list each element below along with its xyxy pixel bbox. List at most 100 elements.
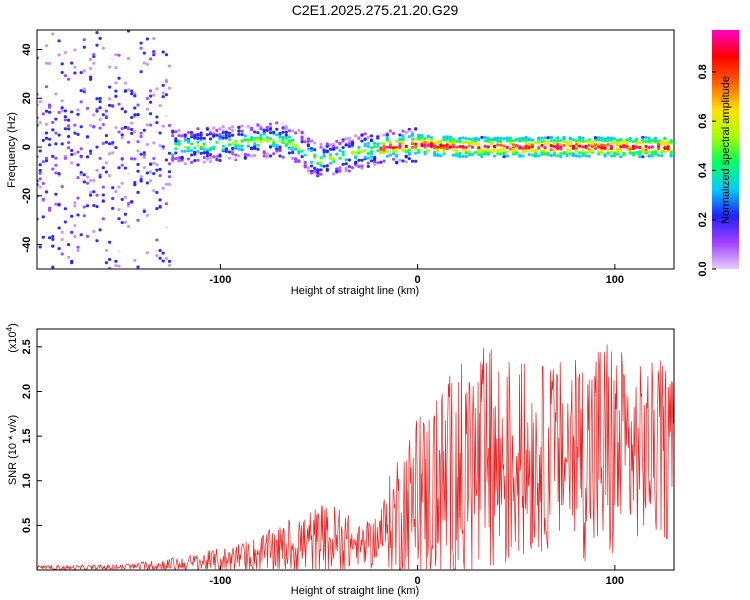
spectrogram-cell xyxy=(79,173,83,176)
x-tick-label: 100 xyxy=(606,575,624,587)
spectrogram-cell xyxy=(268,145,273,149)
spectrogram-cell xyxy=(208,146,213,150)
spectrogram-cell xyxy=(60,109,64,113)
spectrogram-cell xyxy=(398,138,402,142)
spectrogram-cell xyxy=(54,192,58,196)
spectrogram-cell xyxy=(101,123,105,127)
spectrogram-cell xyxy=(401,134,405,138)
spectrogram-cell xyxy=(205,154,209,158)
spectrogram-cell xyxy=(461,141,465,145)
spectrogram-cell xyxy=(631,144,635,148)
spectrogram-cell xyxy=(104,161,108,165)
spectrogram-cell xyxy=(316,162,320,165)
x-tick-label: 0 xyxy=(415,575,421,587)
spectrogram-cell xyxy=(268,131,273,135)
spectrogram-cell xyxy=(104,140,108,144)
spectrogram-cell xyxy=(272,141,276,145)
spectrogram-cell xyxy=(347,169,351,173)
spectrogram-cell xyxy=(164,53,168,57)
spectrogram-cell xyxy=(199,147,203,151)
spectrogram-cell xyxy=(123,89,127,93)
spectrogram-cell xyxy=(281,130,285,134)
spectrogram-cell xyxy=(190,149,194,153)
spectrogram-cell xyxy=(38,163,42,167)
spectrogram-cell xyxy=(638,146,642,149)
spectrogram-cell xyxy=(284,136,288,140)
spectrogram-cell xyxy=(600,146,604,150)
spectrogram-cell xyxy=(350,150,355,154)
spectrogram-cell xyxy=(246,153,250,157)
spectrogram-cell xyxy=(316,171,320,175)
spectrogram-cell xyxy=(186,157,191,161)
spectrogram-cell xyxy=(237,125,241,129)
spectrogram-cell xyxy=(145,107,149,111)
spectrogram-cell xyxy=(265,155,269,159)
spectrogram-cell xyxy=(73,224,77,228)
spectrogram-cell xyxy=(631,140,635,144)
spectrogram-cell xyxy=(67,146,71,150)
spectrogram-cell xyxy=(155,168,159,172)
spectrogram-cell xyxy=(199,133,203,137)
spectrogram-cell xyxy=(511,147,516,151)
spectrogram-cell xyxy=(142,156,146,159)
spectrogram-cell xyxy=(325,168,329,172)
spectrogram-cell xyxy=(48,103,52,107)
spectrogram-cell xyxy=(530,149,534,153)
spectrogram-cell xyxy=(101,166,105,170)
spectrogram-cell xyxy=(492,154,497,158)
spectrogram-cell xyxy=(117,76,121,80)
spectrogram-cell xyxy=(641,135,645,139)
spectrogram-cells xyxy=(37,30,673,269)
spectrogram-cell xyxy=(537,146,541,150)
spectrogram-cell xyxy=(108,97,112,101)
spectrogram-x-axis-label: Height of straight line (km) xyxy=(291,285,419,297)
spectrogram-cell xyxy=(158,256,162,260)
spectrogram-cell xyxy=(63,109,67,113)
spectrogram-cell xyxy=(650,145,654,149)
spectrogram-cell xyxy=(562,151,566,154)
spectrogram-cell xyxy=(41,235,45,239)
spectrogram-cell xyxy=(660,139,664,143)
spectrogram-cell xyxy=(82,173,86,177)
spectrogram-cell xyxy=(89,67,93,70)
spectrogram-cell xyxy=(98,126,102,130)
spectrogram-cell xyxy=(291,157,295,160)
spectrogram-cell xyxy=(647,146,651,149)
spectrogram-cell xyxy=(89,75,93,79)
spectrogram-cell xyxy=(363,137,367,141)
y-tick-label: 1.5 xyxy=(21,428,33,443)
spectrogram-cell xyxy=(584,145,588,148)
spectrogram-cell xyxy=(231,146,235,150)
spectrogram-cell xyxy=(549,154,553,157)
spectrogram-cell xyxy=(291,148,295,152)
spectrogram-cell xyxy=(111,57,115,61)
y-tick-label: 0 xyxy=(21,144,33,150)
spectrogram-cell xyxy=(612,137,616,141)
spectrogram-x-axis: -100 0 100 xyxy=(209,264,624,286)
spectrogram-cell xyxy=(89,178,93,182)
spectrogram-cell xyxy=(448,145,452,149)
spectrogram-cell xyxy=(155,87,159,91)
spectrogram-cell xyxy=(385,138,389,142)
spectrogram-cell xyxy=(114,259,118,263)
spectrogram-cell xyxy=(527,146,531,150)
spectrogram-cell xyxy=(234,156,238,160)
spectrogram-cell xyxy=(231,128,235,132)
spectrogram-cell xyxy=(543,136,547,140)
spectrogram-cell xyxy=(120,198,124,201)
spectrogram-cell xyxy=(212,145,216,149)
spectrogram-cell xyxy=(167,175,172,179)
spectrogram-cell xyxy=(350,140,355,144)
spectrogram-cell xyxy=(559,143,563,146)
spectrogram-cell xyxy=(521,154,525,158)
spectrogram-cell xyxy=(433,141,437,145)
spectrogram-cell xyxy=(376,136,380,140)
spectrogram-cell xyxy=(193,133,197,137)
spectrogram-cell xyxy=(606,143,610,147)
spectrogram-cell xyxy=(486,145,490,149)
spectrogram-cell xyxy=(51,128,55,132)
spectrogram-cell xyxy=(95,145,99,149)
spectrogram-cell xyxy=(208,160,213,164)
spectrogram-cell xyxy=(104,115,108,119)
spectrogram-cell xyxy=(139,46,143,50)
